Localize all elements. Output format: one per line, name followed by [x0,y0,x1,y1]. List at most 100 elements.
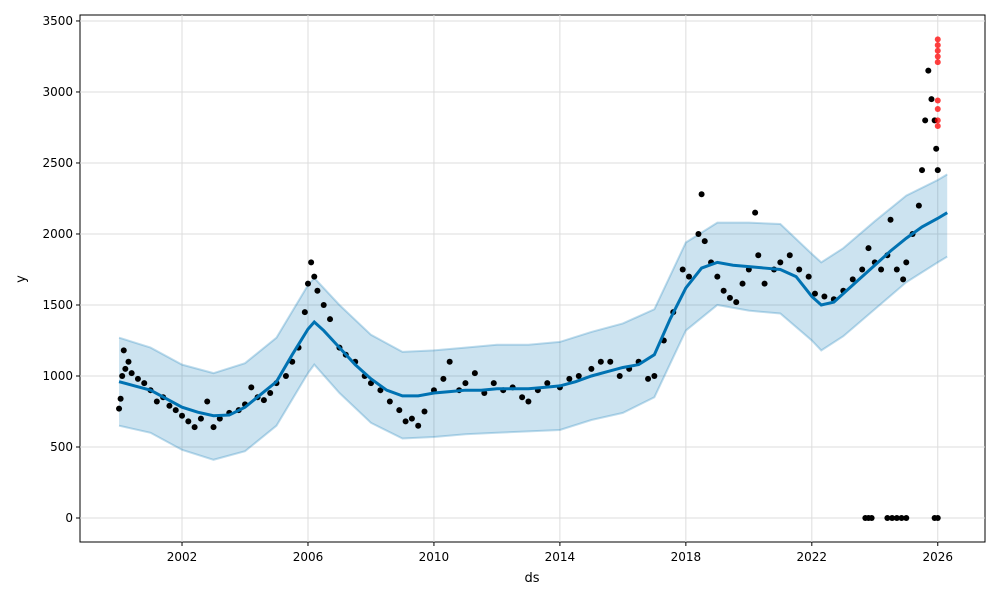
actual-point [903,515,910,522]
actual-point [308,259,315,266]
x-tick-label: 2022 [797,550,828,564]
actual-point [720,287,727,294]
actual-point [490,380,497,387]
actual-point [925,67,932,74]
actual-point [933,145,940,152]
actual-point [120,347,127,354]
actual-point [396,407,403,414]
actual-point [889,515,896,522]
actual-point [928,96,935,103]
actual-point [377,387,384,394]
actual-point [714,273,721,280]
actual-point [805,273,812,280]
actual-point [519,394,526,401]
actual-point [915,202,922,209]
actual-point [821,293,828,300]
actual-point [645,375,652,382]
actual-point [701,238,708,245]
outlier-point [934,59,941,66]
actual-point [117,395,124,402]
actual-point [726,294,733,301]
x-tick-label: 2010 [419,550,450,564]
actual-point [462,380,469,387]
actual-point [128,370,135,377]
actual-point [166,402,173,409]
actual-point [191,424,198,431]
outlier-point [934,117,941,124]
upper-bound-line [118,173,948,375]
actual-point [893,515,900,522]
actual-point [865,245,872,252]
actual-point [849,276,856,283]
x-ticks: 2002 2006 2010 2014 2018 2022 2026 [167,542,953,564]
y-tick-label: 3500 [42,14,73,28]
x-tick-label: 2014 [545,550,576,564]
actual-point [402,418,409,425]
actual-point [134,375,141,382]
yhat-line [118,211,948,418]
actual-point [934,167,941,174]
actual-point [887,216,894,223]
actual-point [185,418,192,425]
actual-point [446,358,453,365]
actual-point [386,398,393,405]
actual-point [761,280,768,287]
actual-point [125,358,132,365]
actual-point [566,375,573,382]
lower-bound-line [118,255,948,461]
actual-point [868,515,875,522]
actual-point [314,287,321,294]
actual-point [651,372,658,379]
x-tick-label: 2006 [293,550,324,564]
actual-point [686,273,693,280]
actual-point [311,273,318,280]
actual-point [698,191,705,198]
actual-point [116,405,123,412]
actual-point [122,365,129,372]
actual-point [733,299,740,306]
actual-point [859,266,866,273]
outlier-point [934,106,941,113]
actual-point [893,266,900,273]
actual-point [679,266,686,273]
actual-point [471,370,478,377]
actual-point [607,358,614,365]
actual-point [898,515,905,522]
y-tick-label: 1000 [42,369,73,383]
actual-point [210,424,217,431]
actual-point [588,365,595,372]
x-tick-label: 2026 [922,550,953,564]
actual-point [327,316,334,323]
actual-point [260,397,267,404]
actual-point [544,380,551,387]
actual-point [934,515,941,522]
outlier-point [934,53,941,60]
outlier-point [934,47,941,54]
plot-area [79,14,986,543]
actual-point [172,407,179,414]
actual-point [415,422,422,429]
forecast-line [118,211,948,418]
outlier-point [934,97,941,104]
actual-point [204,398,211,405]
y-axis-label: y [14,275,29,283]
actual-point [811,290,818,297]
actual-point [755,252,762,259]
actual-point [408,415,415,422]
outlier-point [934,36,941,43]
actual-point [304,280,311,287]
actual-point [695,230,702,237]
actual-point [282,372,289,379]
actual-point [179,412,186,419]
x-axis-label: ds [524,571,539,586]
y-tick-label: 0 [65,511,73,525]
actual-point [903,259,910,266]
outlier-point [934,42,941,49]
actual-point [320,301,327,308]
actual-point [752,209,759,216]
y-tick-label: 1500 [42,298,73,312]
actual-point [796,266,803,273]
outlier-point [934,123,941,130]
actual-point [248,384,255,391]
